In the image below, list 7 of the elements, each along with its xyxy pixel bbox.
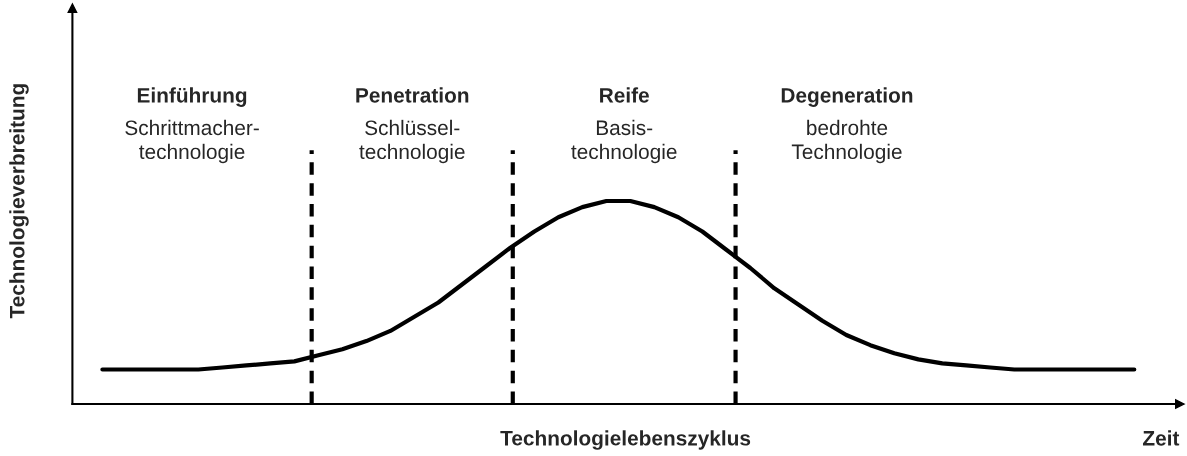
x-axis-title: Technologielebenszyklus (500, 430, 751, 450)
y-axis-title: Technologieverbreitung (9, 84, 29, 319)
text: Einführung Schrittmacher- technologie (125, 87, 259, 164)
text: Degeneration bedrohte Technologie (781, 87, 913, 164)
text: Zeit (1142, 430, 1180, 446)
text: Penetration Schlüssel- technologie (356, 87, 469, 164)
text: Reife Basis- technologie (571, 87, 677, 164)
